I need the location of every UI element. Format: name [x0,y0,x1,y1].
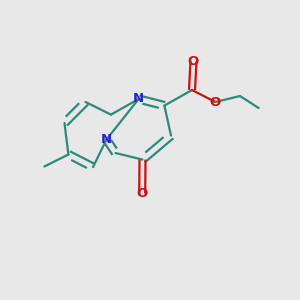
Text: N: N [101,133,112,146]
Text: O: O [210,95,221,109]
Text: O: O [136,187,148,200]
Text: N: N [133,92,144,106]
Text: O: O [188,55,199,68]
